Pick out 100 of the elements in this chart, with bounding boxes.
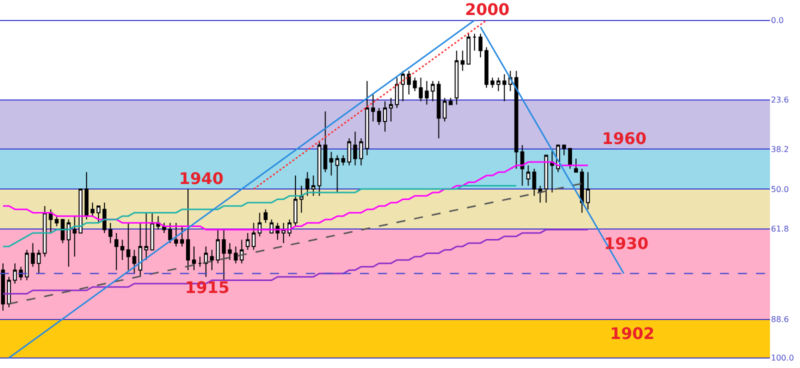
annotation: 1930	[604, 234, 649, 253]
candlestick	[436, 80, 441, 139]
line-series	[2, 184, 518, 248]
candlestick	[174, 222, 178, 247]
candlestick	[568, 148, 572, 170]
y-tick-label: 88.6	[771, 315, 789, 324]
candlestick	[210, 249, 214, 271]
candlestick	[335, 154, 340, 193]
y-tick-label: 0.0	[771, 16, 784, 26]
candlestick	[323, 110, 328, 173]
candlestick	[586, 172, 590, 210]
y-tick-label: 38.2	[771, 145, 789, 154]
candlestick	[126, 222, 130, 271]
candlestick	[478, 33, 482, 58]
line-series	[2, 228, 589, 294]
candlestick	[168, 222, 172, 244]
candlestick	[6, 276, 11, 308]
candlestick	[353, 131, 358, 166]
candlestick	[198, 256, 202, 268]
candlestick	[574, 158, 578, 173]
candlestick	[317, 141, 322, 196]
candlestick	[377, 108, 381, 126]
candlestick	[216, 229, 220, 264]
candlestick	[514, 70, 518, 170]
candlestick	[311, 175, 316, 196]
candlestick	[299, 185, 304, 214]
y-tick-label: 61.8	[771, 224, 789, 234]
candlestick	[222, 229, 226, 281]
candlestick	[460, 50, 465, 72]
candlestick	[448, 97, 453, 106]
candlestick	[371, 94, 376, 122]
candlestick	[120, 239, 124, 260]
candlestick	[400, 70, 405, 102]
y-tick-label: 23.6	[771, 96, 789, 105]
candlestick	[66, 218, 71, 268]
candlestick	[48, 208, 53, 234]
candlestick	[204, 246, 208, 278]
annotation: 2000	[465, 0, 510, 19]
candlestick	[466, 33, 471, 65]
candlestick	[30, 242, 35, 268]
candlestick	[12, 262, 17, 284]
candlestick	[54, 216, 59, 227]
candlestick	[502, 74, 506, 102]
candlestick	[282, 222, 286, 244]
candlestick	[192, 246, 196, 271]
annotation: 1940	[179, 169, 224, 188]
candlestick	[60, 218, 65, 244]
candlestick	[329, 151, 334, 176]
candlestick	[520, 144, 524, 186]
candlestick	[1, 262, 5, 312]
candlestick	[580, 168, 584, 214]
candlestick	[394, 77, 399, 109]
candlestick	[246, 232, 250, 250]
candlestick	[114, 232, 118, 271]
candlestick	[389, 97, 393, 122]
y-tick-label: 50.0	[771, 184, 789, 194]
candlestick	[383, 100, 387, 132]
candlestick	[24, 249, 29, 281]
candlestick	[544, 154, 548, 204]
candlestick	[36, 249, 41, 274]
candlestick	[294, 175, 298, 227]
candlestick	[365, 80, 370, 156]
candlestick	[526, 164, 530, 186]
candlestick	[138, 222, 142, 278]
candlestick	[538, 185, 542, 204]
candlestick	[234, 246, 238, 264]
candlestick	[347, 138, 352, 166]
candlestick	[108, 222, 112, 244]
y-tick-label: 100.0	[771, 354, 794, 363]
candlestick	[228, 242, 232, 260]
candlestick	[550, 148, 554, 193]
candlestick	[180, 226, 184, 247]
annotation: 1960	[602, 129, 647, 148]
candlestick	[412, 77, 417, 92]
candlestick	[18, 266, 23, 281]
candlestick	[496, 77, 500, 92]
candlestick	[72, 216, 77, 258]
candlestick	[102, 202, 106, 234]
candlestick	[424, 80, 429, 106]
candlestick	[406, 70, 411, 96]
candlestick	[144, 212, 148, 260]
candlestick	[454, 50, 459, 106]
candlestick	[418, 77, 423, 102]
candlestick	[264, 208, 268, 224]
candlestick	[484, 46, 488, 88]
candlestick	[359, 138, 364, 166]
candlestick	[78, 188, 83, 234]
candlestick	[341, 154, 346, 166]
annotation: 1902	[610, 324, 655, 343]
candlestick	[562, 144, 566, 156]
candlestick	[442, 97, 447, 122]
annotation: 1915	[185, 278, 230, 297]
candlestick	[90, 202, 94, 217]
candlestick	[532, 168, 536, 196]
candlestick	[186, 188, 190, 271]
candlestick	[258, 212, 262, 237]
candlestick	[132, 249, 136, 274]
candlestick	[430, 80, 435, 102]
candlestick	[472, 33, 476, 52]
candlestick	[240, 239, 244, 264]
